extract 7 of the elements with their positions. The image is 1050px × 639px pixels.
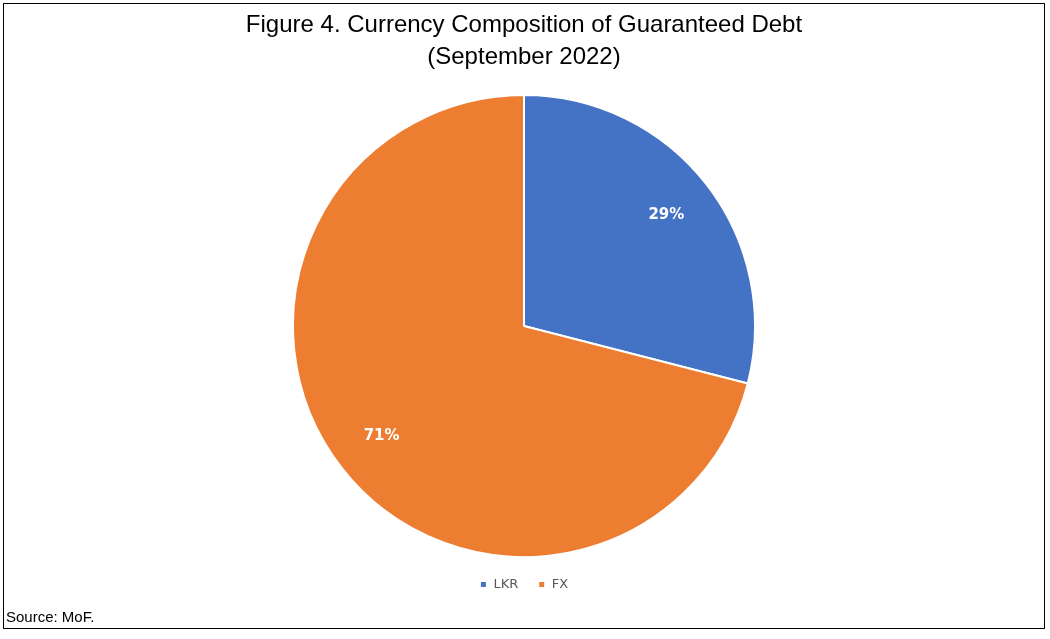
data-label: 29%: [648, 205, 685, 224]
chart-subtitle: (September 2022): [426, 42, 622, 70]
legend-label: FX: [551, 575, 569, 591]
chart-title: Figure 4. Currency Composition of Guaranteed Debt: [244, 10, 804, 38]
source-note: Source: MoF.: [6, 608, 95, 625]
data-label: 71%: [363, 426, 400, 445]
legend-label: LKR: [493, 575, 519, 591]
